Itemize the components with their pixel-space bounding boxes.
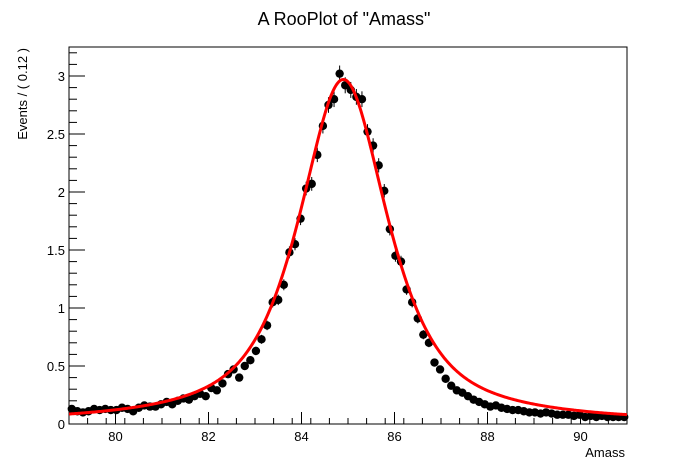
- data-point: [251, 346, 261, 356]
- plot-frame: [68, 46, 628, 425]
- data-marker: [447, 381, 456, 390]
- y-axis-label: Events / ( 0.12 ): [15, 48, 30, 140]
- data-point: [279, 279, 289, 291]
- data-point: [218, 379, 227, 388]
- data-marker: [212, 386, 222, 395]
- y-tick-label: 2: [58, 185, 65, 200]
- data-point: [435, 365, 445, 374]
- x-tick-label: 86: [387, 429, 401, 444]
- data-point: [447, 381, 456, 390]
- data-point: [246, 356, 255, 365]
- y-tick-label: 0.5: [47, 359, 65, 374]
- y-tick-label: 1: [58, 301, 65, 316]
- x-tick-label: 90: [573, 429, 587, 444]
- data-point: [335, 65, 344, 82]
- data-point: [201, 391, 210, 401]
- data-point: [419, 330, 428, 340]
- data-marker: [257, 335, 266, 344]
- data-marker: [335, 69, 344, 78]
- data-marker: [441, 374, 450, 383]
- y-tick-label: 0: [58, 417, 65, 432]
- data-point: [234, 373, 244, 382]
- x-tick-label: 82: [201, 429, 215, 444]
- data-marker: [430, 358, 439, 367]
- data-marker: [307, 179, 316, 189]
- data-point: [430, 358, 439, 367]
- data-marker: [246, 356, 255, 365]
- x-tick-label: 80: [108, 429, 122, 444]
- data-marker: [435, 365, 445, 374]
- data-marker: [357, 95, 367, 104]
- fit-curve: [68, 77, 628, 417]
- data-point: [307, 176, 316, 191]
- data-point: [441, 374, 450, 383]
- y-tick-label: 2.5: [47, 127, 65, 142]
- x-tick-label: 88: [480, 429, 494, 444]
- data-marker: [419, 330, 428, 339]
- y-tick-label: 1.5: [47, 243, 65, 258]
- y-axis-ticks: 0 0.5 1 1.5 2 2.5 3: [47, 52, 85, 432]
- data-point: [240, 361, 249, 371]
- data-marker: [251, 346, 261, 356]
- data-points: [67, 65, 629, 422]
- data-marker: [234, 373, 244, 382]
- data-marker: [218, 379, 227, 388]
- chart-title: A RooPlot of "Amass": [258, 9, 431, 29]
- data-point: [357, 91, 367, 108]
- data-marker: [279, 280, 289, 289]
- x-tick-label: 84: [294, 429, 308, 444]
- x-axis-ticks: 80 82 84 86 88 90: [68, 412, 628, 444]
- data-marker: [201, 391, 210, 401]
- x-axis-label: Amass: [585, 445, 625, 460]
- y-tick-label: 3: [58, 69, 65, 84]
- data-point: [212, 386, 222, 395]
- data-marker: [240, 361, 249, 371]
- data-point: [257, 334, 266, 344]
